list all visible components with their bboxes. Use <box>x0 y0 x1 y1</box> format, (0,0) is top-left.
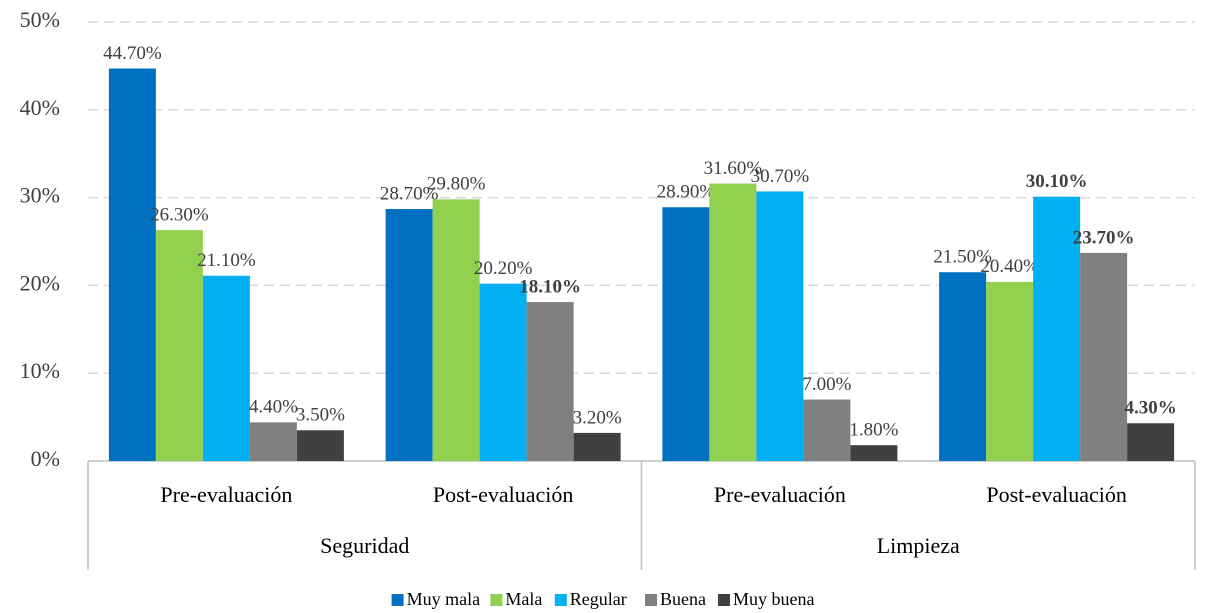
y-tick-label: 20% <box>20 270 60 295</box>
bar <box>573 432 621 461</box>
y-tick-label: 50% <box>20 7 60 32</box>
x-tick-label: Post-evaluación <box>986 482 1127 507</box>
value-label: 28.90% <box>657 182 716 203</box>
bar <box>479 283 527 461</box>
bar <box>756 191 804 462</box>
value-label: 21.50% <box>933 247 992 268</box>
bar <box>202 275 250 461</box>
value-label: 18.10% <box>519 276 581 297</box>
bar <box>709 183 757 461</box>
group-label: Seguridad <box>320 533 409 558</box>
value-label: 21.10% <box>197 250 256 271</box>
value-label: 30.10% <box>1026 171 1088 192</box>
bar <box>1127 423 1175 461</box>
legend-swatch <box>718 594 730 606</box>
bar <box>432 199 480 461</box>
bar <box>249 422 297 461</box>
value-label: 3.20% <box>573 407 622 428</box>
value-label: 20.40% <box>980 256 1039 277</box>
value-label: 1.80% <box>849 420 898 441</box>
value-label: 4.30% <box>1125 398 1177 419</box>
legend-swatch <box>645 594 657 606</box>
legend-swatch <box>554 594 567 606</box>
x-tick-label: Pre-evaluación <box>160 482 292 507</box>
value-label: 3.50% <box>296 405 345 426</box>
y-tick-label: 30% <box>20 183 60 208</box>
value-label: 4.40% <box>249 397 298 418</box>
value-label: 7.00% <box>802 374 851 395</box>
y-tick-label: 40% <box>20 95 60 120</box>
bar <box>385 209 433 461</box>
bar <box>939 272 987 461</box>
x-tick-label: Post-evaluación <box>433 482 574 507</box>
value-label: 28.70% <box>380 183 439 204</box>
bar <box>526 302 574 461</box>
value-label: 31.60% <box>704 158 763 179</box>
value-label: 30.70% <box>751 166 810 187</box>
bar <box>986 281 1034 461</box>
value-label: 26.30% <box>150 204 209 225</box>
value-label: 23.70% <box>1073 227 1135 248</box>
x-tick-label: Pre-evaluación <box>714 482 846 507</box>
legend-label: Regular <box>570 589 627 609</box>
value-label: 20.20% <box>474 258 533 279</box>
legend-swatch <box>490 594 503 606</box>
legend: Muy mala Mala Regular Buena Muy buena <box>391 589 814 609</box>
legend-label: Mala <box>505 589 542 609</box>
bar <box>1080 252 1128 461</box>
legend-label: Buena <box>660 589 706 609</box>
bar <box>296 430 344 461</box>
bar <box>155 230 203 461</box>
value-label: 29.80% <box>427 174 486 195</box>
bar <box>803 399 851 461</box>
y-tick-label: 0% <box>31 446 60 471</box>
value-label: 44.70% <box>103 43 162 64</box>
bar <box>1033 196 1081 462</box>
bar <box>662 207 710 461</box>
legend-label: Muy mala <box>407 589 481 609</box>
y-tick-label: 10% <box>20 358 60 383</box>
legend-label: Muy buena <box>733 589 814 609</box>
group-label: Limpieza <box>877 533 960 558</box>
bar <box>850 445 898 461</box>
legend-swatch <box>391 594 404 606</box>
bar <box>108 68 156 461</box>
